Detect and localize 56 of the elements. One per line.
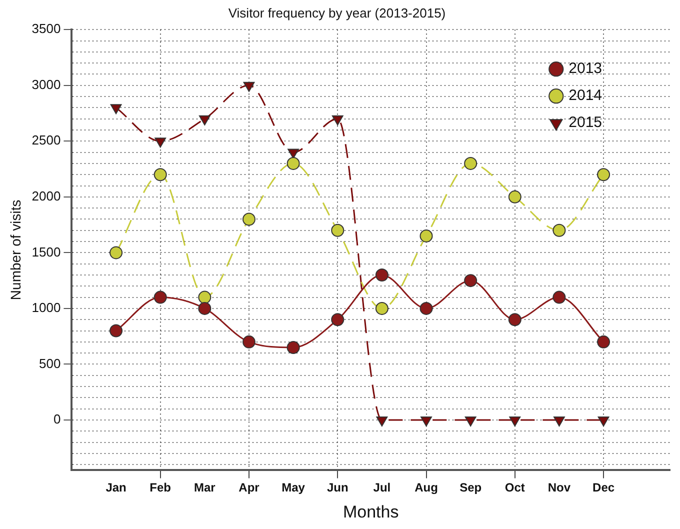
point bbox=[331, 224, 344, 237]
point bbox=[597, 335, 610, 348]
point bbox=[420, 229, 433, 242]
point bbox=[243, 82, 255, 92]
x-tick-label: Nov bbox=[548, 480, 571, 495]
point bbox=[110, 104, 122, 114]
point bbox=[154, 138, 166, 148]
point bbox=[286, 341, 300, 354]
point bbox=[110, 246, 123, 260]
x-tick-label: Jun bbox=[326, 480, 348, 495]
x-tick-label: Jan bbox=[106, 480, 126, 495]
point bbox=[332, 115, 344, 126]
y-axis-title: Number of visits bbox=[7, 200, 24, 300]
point bbox=[288, 148, 299, 159]
point bbox=[375, 268, 388, 282]
point bbox=[331, 313, 344, 326]
point bbox=[286, 156, 300, 170]
point bbox=[154, 168, 167, 182]
x-tick-label: Mar bbox=[194, 480, 216, 495]
y-tick-label: 2500 bbox=[32, 132, 61, 148]
point bbox=[242, 212, 256, 226]
x-tick-label: Sep bbox=[460, 480, 482, 495]
point bbox=[242, 335, 256, 348]
x-tick-label: Oct bbox=[504, 480, 525, 495]
y-tick-label: 500 bbox=[39, 356, 61, 371]
x-tick-label: Apr bbox=[238, 480, 260, 495]
x-tick-label: Jul bbox=[373, 480, 391, 495]
legend-label: 2014 bbox=[568, 87, 602, 104]
point bbox=[508, 313, 522, 326]
point bbox=[464, 156, 478, 170]
point bbox=[420, 302, 433, 315]
y-tick-label: 1000 bbox=[32, 300, 61, 316]
x-tick-label: Dec bbox=[592, 480, 615, 495]
point bbox=[552, 224, 566, 237]
y-tick-label: 3000 bbox=[32, 76, 61, 92]
y-tick-label: 3500 bbox=[32, 21, 61, 36]
point bbox=[110, 324, 123, 338]
y-tick-label: 0 bbox=[53, 412, 61, 427]
legend-label: 2013 bbox=[568, 60, 602, 78]
point bbox=[597, 168, 610, 182]
point bbox=[552, 290, 566, 304]
point bbox=[198, 290, 212, 304]
point bbox=[198, 115, 210, 126]
point bbox=[375, 302, 388, 315]
x-axis-title: Months bbox=[342, 502, 399, 522]
x-tick-label: Aug bbox=[414, 480, 438, 495]
legend-label: 2015 bbox=[568, 114, 602, 132]
point bbox=[154, 290, 167, 304]
x-tick-label: May bbox=[282, 480, 306, 495]
chart-title: Visitor frequency by year (2013-2015) bbox=[228, 5, 446, 20]
point bbox=[464, 274, 478, 288]
point bbox=[508, 190, 522, 204]
x-tick-label: Feb bbox=[150, 480, 172, 495]
y-tick-label: 2000 bbox=[32, 188, 61, 204]
y-tick-label: 1500 bbox=[32, 244, 61, 260]
point bbox=[198, 302, 212, 315]
